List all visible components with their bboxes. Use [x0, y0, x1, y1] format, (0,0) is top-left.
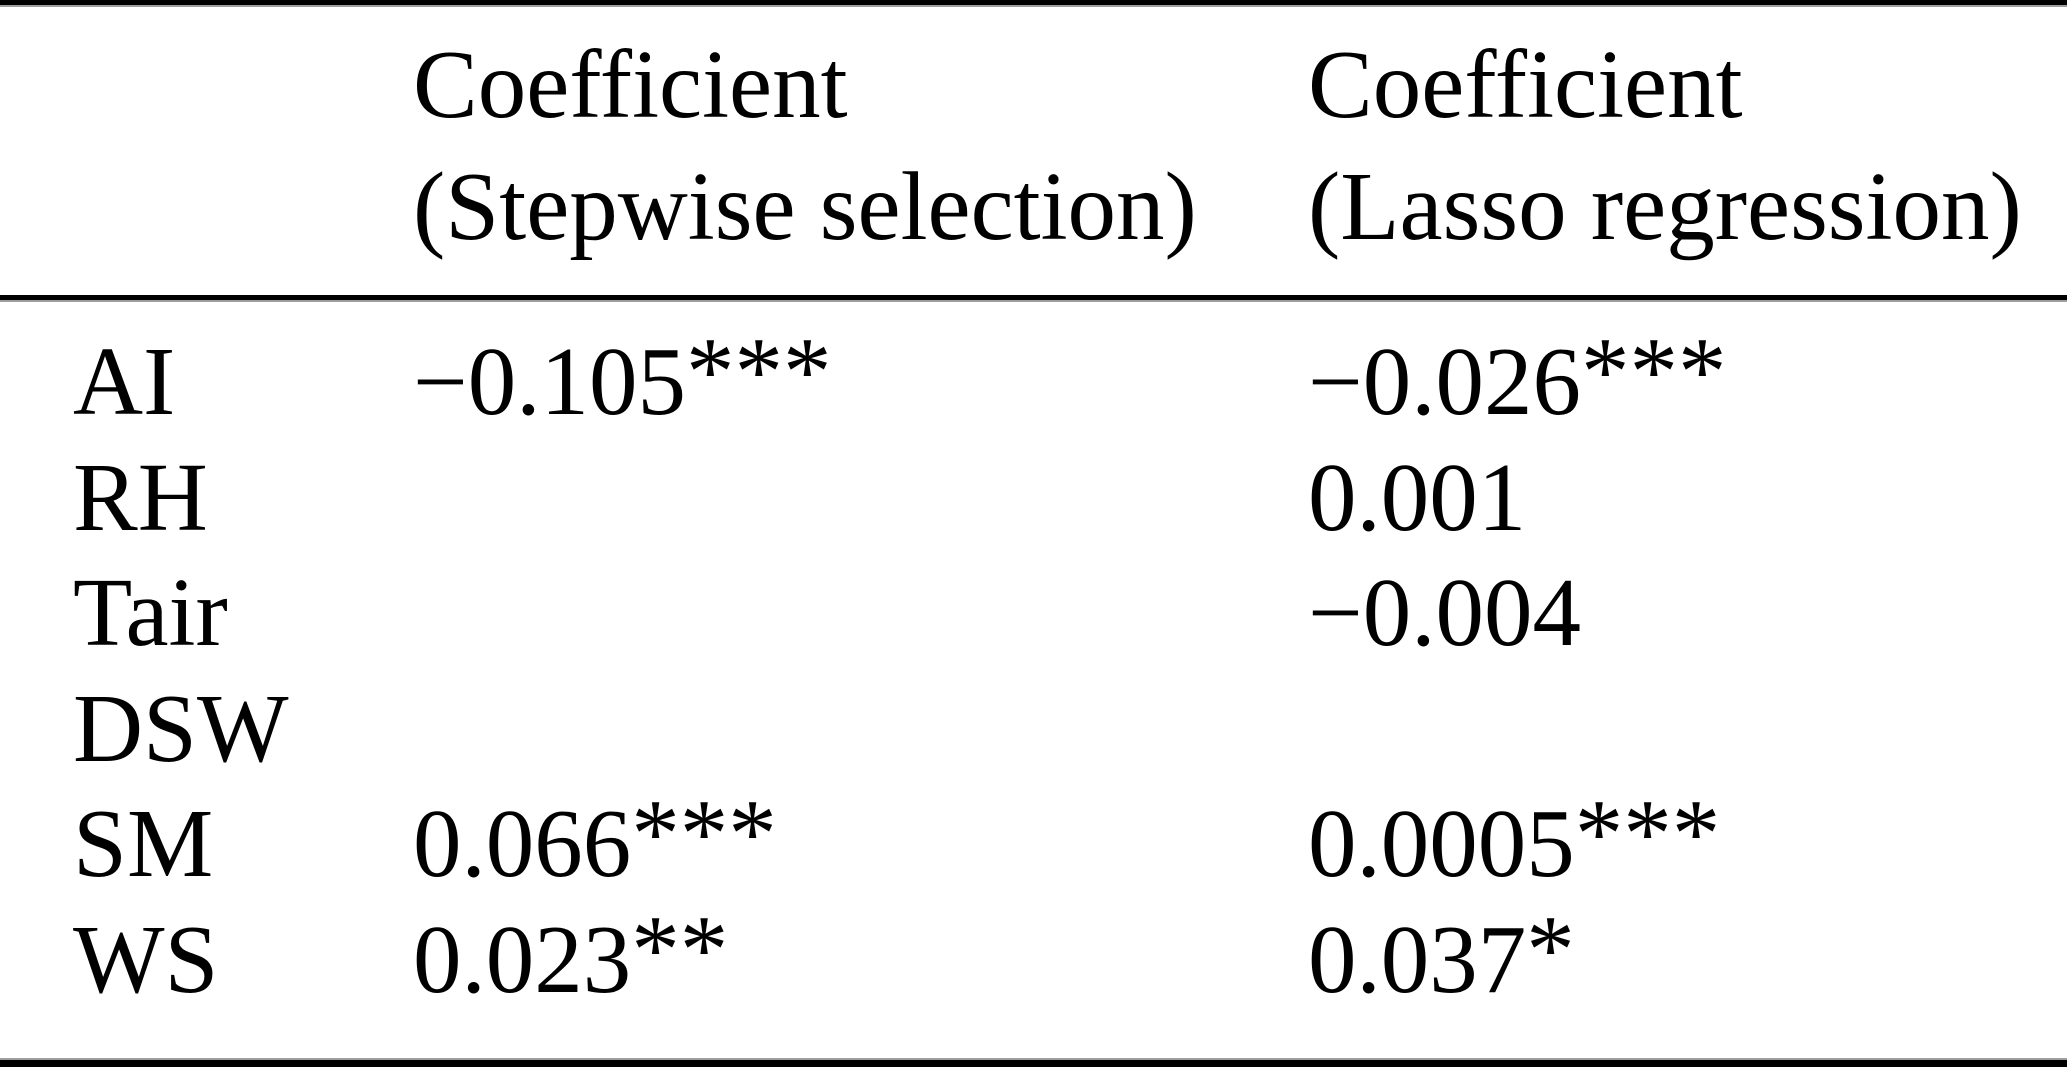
row-label: SM [73, 790, 214, 897]
lasso-value-cell: −0.004 [1308, 555, 2067, 671]
table-bottom-rule [0, 1060, 2067, 1067]
table-row-ai: AI −0.105*** −0.026*** [73, 323, 2067, 440]
table-row-ws: WS 0.023** 0.037* [73, 901, 2067, 1018]
column-header-lasso: Coefficient (Lasso regression) [1308, 24, 2022, 268]
table-row-dsw: DSW [73, 671, 2067, 787]
coefficient-value: −0.105 [413, 328, 686, 435]
column-header-stepwise-line2: (Stepwise selection) [413, 153, 1197, 260]
stepwise-value-cell [413, 671, 1308, 787]
column-header-lasso-line2: (Lasso regression) [1308, 153, 2022, 260]
stepwise-value-cell [413, 555, 1308, 671]
lasso-value-cell: 0.037* [1308, 901, 2067, 1018]
coefficient-value: 0.023 [413, 905, 632, 1013]
coefficient-value: 0.001 [1308, 443, 1527, 551]
table-mid-rule [0, 295, 2067, 300]
stepwise-value-cell: 0.066*** [413, 785, 1308, 902]
column-header-stepwise: Coefficient (Stepwise selection) [413, 24, 1197, 268]
significance-stars: *** [1574, 780, 1721, 887]
significance-stars: *** [685, 318, 832, 425]
table-row-tair: Tair −0.004 [73, 555, 2067, 671]
lasso-value-cell: 0.0005*** [1308, 785, 2067, 902]
table-row-sm: SM 0.066*** 0.0005*** [73, 785, 2067, 902]
coefficient-value: 0.037 [1308, 905, 1527, 1013]
stepwise-value-cell [413, 440, 1308, 556]
coefficient-value: −0.026 [1308, 328, 1581, 435]
coefficient-value: 0.0005 [1308, 790, 1575, 897]
row-label: Tair [73, 559, 228, 666]
stepwise-value-cell: −0.105*** [413, 323, 1308, 440]
lasso-value-cell: 0.001 [1308, 440, 2067, 556]
significance-stars: * [1526, 895, 1575, 1003]
stepwise-value-cell: 0.023** [413, 901, 1308, 1018]
row-label: AI [73, 328, 176, 435]
table-top-rule [0, 0, 2067, 5]
table-row-rh: RH 0.001 [73, 440, 2067, 556]
column-header-lasso-line1: Coefficient [1308, 31, 1743, 138]
row-label: DSW [73, 674, 289, 782]
coefficient-value: 0.066 [413, 790, 632, 897]
lasso-value-cell [1308, 671, 2067, 787]
significance-stars: ** [631, 895, 729, 1003]
lasso-value-cell: −0.026*** [1308, 323, 2067, 440]
row-label: RH [73, 443, 208, 551]
column-header-stepwise-line1: Coefficient [413, 31, 848, 138]
row-label: WS [73, 905, 219, 1013]
significance-stars: *** [1580, 318, 1727, 425]
table-body: AI −0.105*** −0.026*** RH 0.001 Tair −0.… [73, 323, 2067, 1018]
coefficient-value: −0.004 [1308, 559, 1581, 666]
significance-stars: *** [631, 780, 777, 887]
